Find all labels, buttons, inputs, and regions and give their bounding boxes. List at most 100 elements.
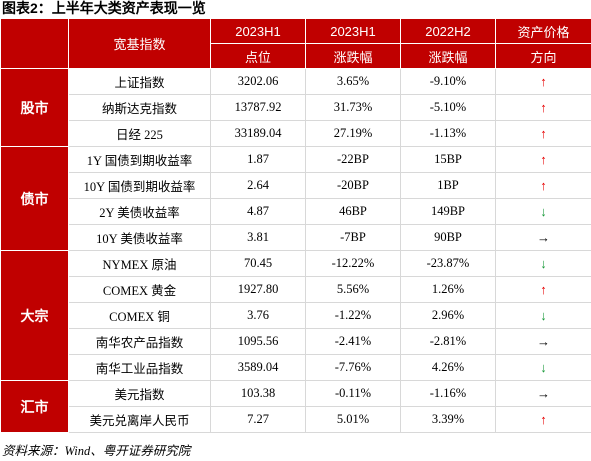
table-cell: 3202.06 — [210, 68, 306, 95]
table-cell: 1095.56 — [210, 328, 306, 355]
table-cell: NYMEX 原油 — [68, 250, 211, 277]
data-row: 南华农产品指数 1095.56 -2.41% -2.81% → — [1, 328, 591, 355]
table-body: 宽基指数 2023H1 2023H1 2022H2 资产价格 点位 涨跌幅 涨跌幅 方向 股市 上证… — [0, 18, 591, 433]
table-cell: 南华农产品指数 — [68, 328, 211, 355]
table-cell: 2.96% — [400, 302, 496, 329]
data-row: COMEX 黄金 1927.80 5.56% 1.26% ↑ — [1, 276, 591, 303]
table-cell: 15BP — [400, 146, 496, 173]
group-label: 股市 — [0, 68, 69, 147]
table-cell: -22BP — [305, 146, 401, 173]
table-cell: 南华工业品指数 — [68, 354, 211, 381]
table-cell: 1BP — [400, 172, 496, 199]
table-cell: 7.27 — [210, 406, 306, 433]
table-cell: 5.56% — [305, 276, 401, 303]
group-label: 债市 — [0, 146, 69, 251]
direction-arrow: ↑ — [495, 120, 591, 147]
table-cell: 103.38 — [210, 380, 306, 407]
table-cell: 70.45 — [210, 250, 306, 277]
direction-arrow: ↓ — [495, 198, 591, 225]
group-label: 大宗 — [0, 250, 69, 381]
table-cell: 3.39% — [400, 406, 496, 433]
table-cell: -1.13% — [400, 120, 496, 147]
table-cell: -2.41% — [305, 328, 401, 355]
header-cell: 2023H1 — [305, 18, 401, 44]
table-cell: 3.81 — [210, 224, 306, 251]
table-cell: 1Y 国债到期收益率 — [68, 146, 211, 173]
table-cell: -7.76% — [305, 354, 401, 381]
table-cell: 149BP — [400, 198, 496, 225]
table-cell: 1927.80 — [210, 276, 306, 303]
header-cell — [0, 18, 69, 69]
header-cell: 涨跌幅 — [305, 43, 401, 69]
data-row: 汇市 美元指数 103.38 -0.11% -1.16% → — [0, 380, 591, 433]
table-cell: -2.81% — [400, 328, 496, 355]
table-cell: 上证指数 — [68, 68, 211, 95]
table-cell: 3.76 — [210, 302, 306, 329]
data-row: 日经 225 33189.04 27.19% -1.13% ↑ — [1, 120, 591, 147]
table-cell: -1.16% — [400, 380, 496, 407]
header-row: 点位 涨跌幅 涨跌幅 方向 — [1, 43, 591, 69]
table-cell: 4.26% — [400, 354, 496, 381]
header-cell: 方向 — [495, 43, 591, 69]
source-note: 资料来源：Wind、粤开证券研究院 — [2, 444, 191, 458]
table-cell: 10Y 美债收益率 — [68, 224, 211, 251]
direction-arrow: ↑ — [495, 172, 591, 199]
table-cell: -12.22% — [305, 250, 401, 277]
table-cell: 3589.04 — [210, 354, 306, 381]
data-row: 股市 上证指数 3202.06 3.65% -9.10% ↑ — [0, 68, 591, 147]
direction-arrow: → — [495, 224, 591, 251]
table-cell: 46BP — [305, 198, 401, 225]
table-cell: -23.87% — [400, 250, 496, 277]
table-cell: -7BP — [305, 224, 401, 251]
direction-arrow: → — [495, 380, 591, 407]
table-cell: 5.01% — [305, 406, 401, 433]
data-row: 南华工业品指数 3589.04 -7.76% 4.26% ↓ — [1, 354, 591, 381]
table-cell: 4.87 — [210, 198, 306, 225]
header-cell: 资产价格 — [495, 18, 591, 44]
header-cell: 宽基指数 — [68, 18, 211, 69]
table-cell: 日经 225 — [68, 120, 211, 147]
table-cell: -9.10% — [400, 68, 496, 95]
direction-arrow: ↑ — [495, 146, 591, 173]
table: 宽基指数 2023H1 2023H1 2022H2 资产价格 点位 涨跌幅 涨跌幅 方向 股市 上证… — [0, 18, 591, 433]
title: 图表2：上半年大类资产表现一览 — [2, 0, 206, 16]
direction-arrow: ↑ — [495, 276, 591, 303]
table-cell: 2Y 美债收益率 — [68, 198, 211, 225]
table-cell: 2.64 — [210, 172, 306, 199]
header-cell: 点位 — [210, 43, 306, 69]
data-row: 债市 1Y 国债到期收益率 1.87 -22BP 15BP ↑ — [0, 146, 591, 251]
table-cell: 13787.92 — [210, 94, 306, 121]
table-cell: 1.26% — [400, 276, 496, 303]
data-row: 美元兑离岸人民币 7.27 5.01% 3.39% ↑ — [1, 406, 591, 433]
header-cell: 2022H2 — [400, 18, 496, 44]
data-row: 10Y 国债到期收益率 2.64 -20BP 1BP ↑ — [1, 172, 591, 199]
table-cell: 3.65% — [305, 68, 401, 95]
header-cell: 2023H1 — [210, 18, 306, 44]
direction-arrow: ↑ — [495, 68, 591, 95]
table-cell: 27.19% — [305, 120, 401, 147]
table-cell: 31.73% — [305, 94, 401, 121]
header-row: 宽基指数 2023H1 2023H1 2022H2 资产价格 — [0, 18, 591, 69]
direction-arrow: ↓ — [495, 250, 591, 277]
table-cell: COMEX 铜 — [68, 302, 211, 329]
header-cell: 涨跌幅 — [400, 43, 496, 69]
table-cell: 纳斯达克指数 — [68, 94, 211, 121]
table-cell: 90BP — [400, 224, 496, 251]
table-cell: -1.22% — [305, 302, 401, 329]
data-row: 大宗 NYMEX 原油 70.45 -12.22% -23.87% ↓ — [0, 250, 591, 381]
table-cell: COMEX 黄金 — [68, 276, 211, 303]
data-row: 2Y 美债收益率 4.87 46BP 149BP ↓ — [1, 198, 591, 225]
group-label: 汇市 — [0, 380, 69, 433]
table-cell: 33189.04 — [210, 120, 306, 147]
direction-arrow: → — [495, 328, 591, 355]
data-row: 10Y 美债收益率 3.81 -7BP 90BP → — [1, 224, 591, 251]
direction-arrow: ↑ — [495, 94, 591, 121]
table-cell: -20BP — [305, 172, 401, 199]
table-cell: -5.10% — [400, 94, 496, 121]
direction-arrow: ↑ — [495, 406, 591, 433]
table-cell: 1.87 — [210, 146, 306, 173]
data-row: COMEX 铜 3.76 -1.22% 2.96% ↓ — [1, 302, 591, 329]
table-cell: 10Y 国债到期收益率 — [68, 172, 211, 199]
